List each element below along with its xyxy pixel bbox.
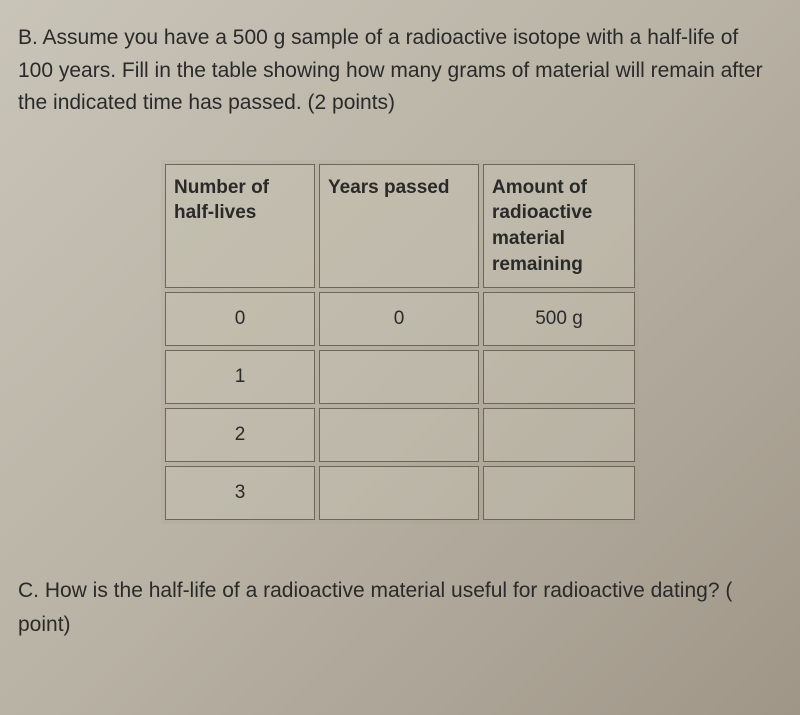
cell-halflives-3: 3 <box>165 466 315 520</box>
cell-years-3[interactable] <box>319 466 479 520</box>
cell-years-1[interactable] <box>319 350 479 404</box>
cell-amount-0: 500 g <box>483 292 635 346</box>
cell-halflives-0: 0 <box>165 292 315 346</box>
question-c-line1: C. How is the half-life of a radioactive… <box>18 574 782 608</box>
table-row: 3 <box>165 466 635 520</box>
question-b-text: B. Assume you have a 500 g sample of a r… <box>18 22 782 120</box>
cell-amount-2[interactable] <box>483 408 635 462</box>
cell-years-0: 0 <box>319 292 479 346</box>
cell-amount-3[interactable] <box>483 466 635 520</box>
col-header-half-lives: Number of half-lives <box>165 164 315 289</box>
cell-halflives-1: 1 <box>165 350 315 404</box>
col-header-years: Years passed <box>319 164 479 289</box>
table-row: 0 0 500 g <box>165 292 635 346</box>
cell-amount-1[interactable] <box>483 350 635 404</box>
col-header-amount: Amount of radioactive material remaining <box>483 164 635 289</box>
cell-years-2[interactable] <box>319 408 479 462</box>
half-life-table: Number of half-lives Years passed Amount… <box>161 160 639 525</box>
table-row: 2 <box>165 408 635 462</box>
table-row: 1 <box>165 350 635 404</box>
cell-halflives-2: 2 <box>165 408 315 462</box>
question-c-block: C. How is the half-life of a radioactive… <box>18 574 782 641</box>
table-header-row: Number of half-lives Years passed Amount… <box>165 164 635 289</box>
question-c-line2: point) <box>18 608 782 642</box>
table-container: Number of half-lives Years passed Amount… <box>18 160 782 525</box>
